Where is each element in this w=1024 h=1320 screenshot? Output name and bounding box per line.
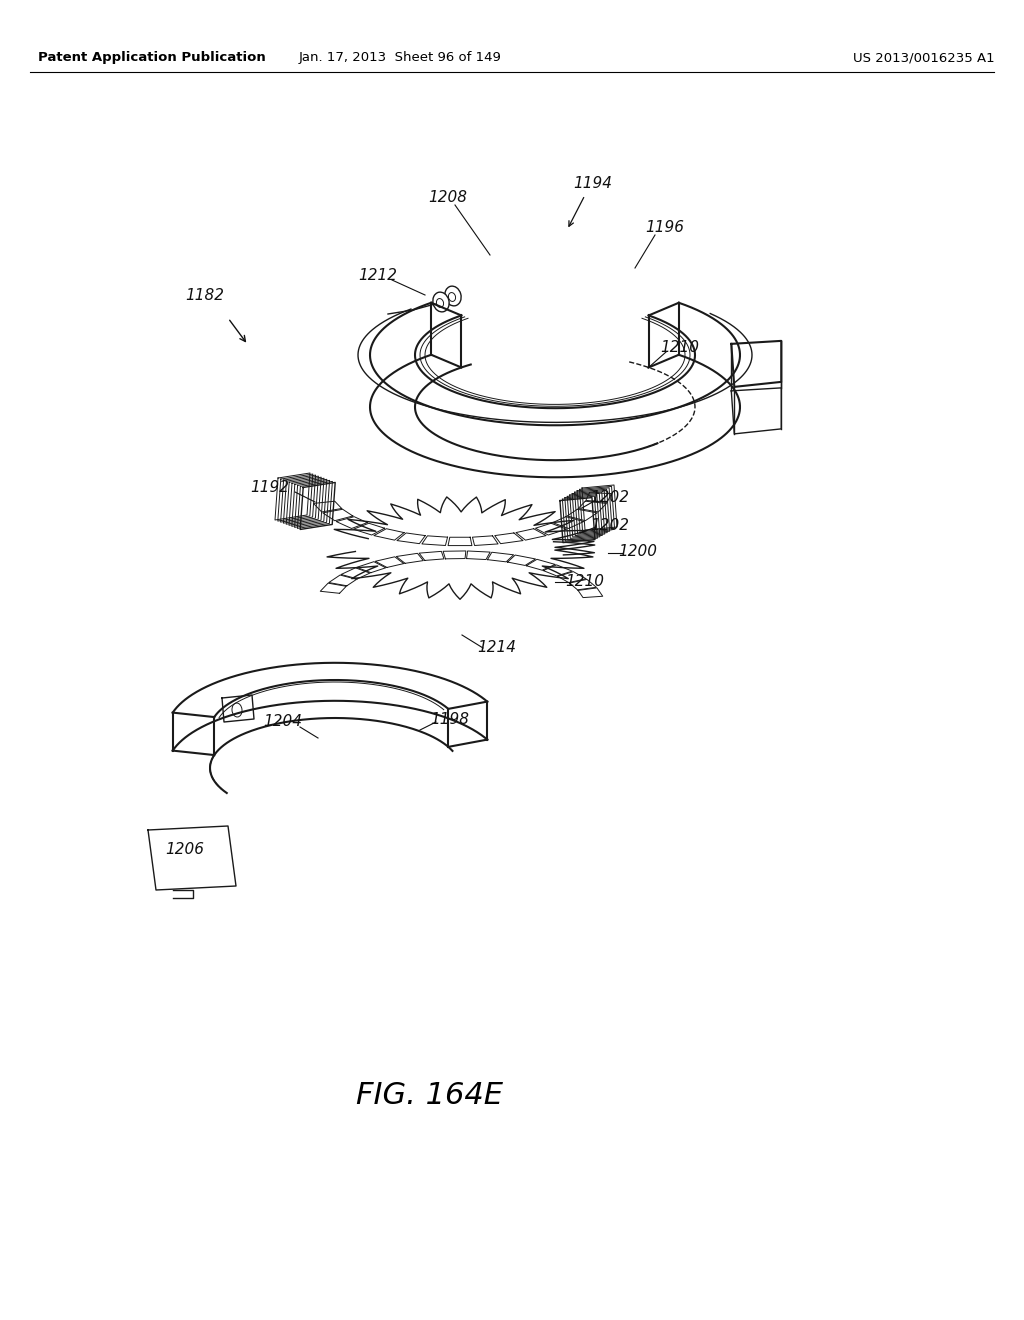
Text: 1196: 1196: [645, 220, 684, 235]
Text: 1198: 1198: [430, 713, 469, 727]
Ellipse shape: [436, 298, 443, 308]
Text: 1210: 1210: [660, 341, 699, 355]
Text: 1202: 1202: [591, 491, 630, 506]
Text: FIG. 164E: FIG. 164E: [356, 1081, 504, 1110]
Text: 1210: 1210: [565, 574, 604, 590]
Text: 1212: 1212: [358, 268, 397, 282]
Text: 1192: 1192: [251, 480, 290, 495]
Text: 1182: 1182: [185, 288, 224, 302]
Text: 1204: 1204: [263, 714, 302, 730]
Text: Jan. 17, 2013  Sheet 96 of 149: Jan. 17, 2013 Sheet 96 of 149: [299, 51, 502, 65]
Text: Patent Application Publication: Patent Application Publication: [38, 51, 266, 65]
Text: US 2013/0016235 A1: US 2013/0016235 A1: [853, 51, 995, 65]
Text: 1208: 1208: [428, 190, 468, 206]
Text: 1214: 1214: [477, 640, 516, 656]
Ellipse shape: [449, 293, 456, 301]
Text: 1194: 1194: [573, 176, 612, 190]
Text: 1202: 1202: [591, 517, 630, 532]
Ellipse shape: [232, 704, 242, 717]
Ellipse shape: [444, 286, 461, 306]
Text: 1200: 1200: [618, 544, 657, 560]
Text: 1206: 1206: [166, 842, 205, 858]
Ellipse shape: [433, 292, 450, 312]
